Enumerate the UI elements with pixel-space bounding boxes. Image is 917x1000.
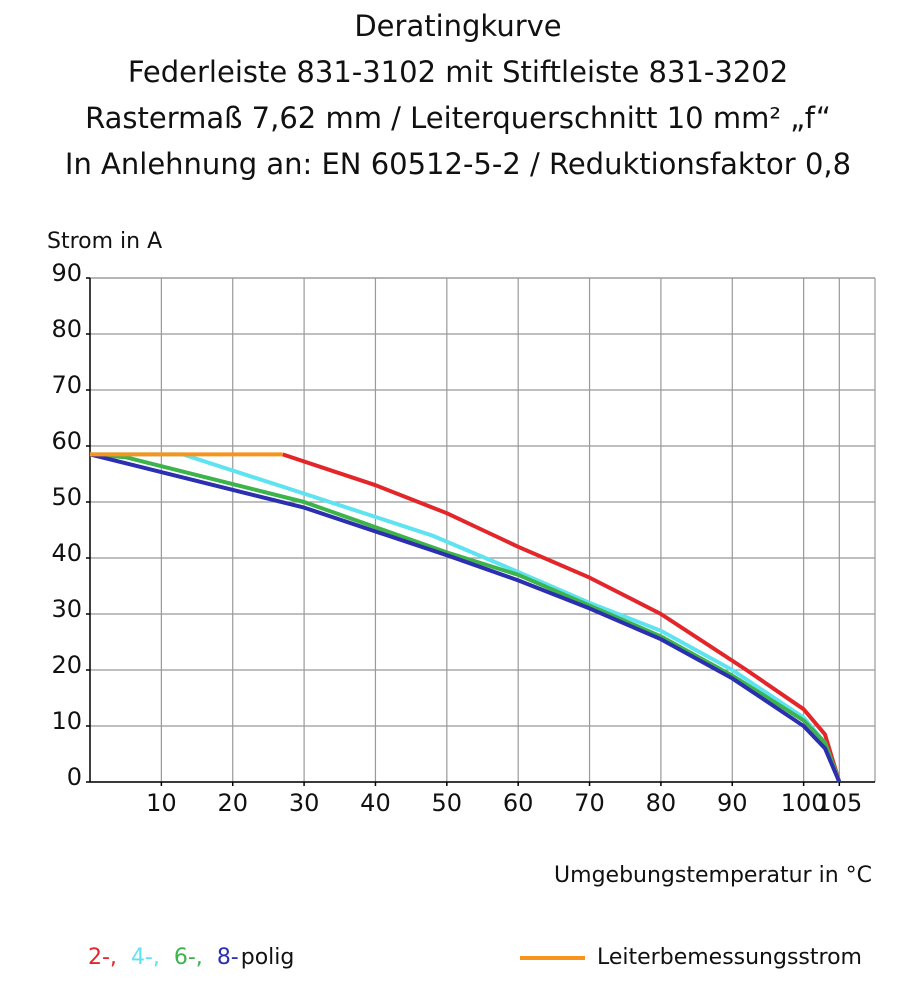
series-line	[90, 452, 842, 783]
series-line	[89, 452, 842, 783]
y-axis-label: Strom in A	[47, 229, 162, 254]
x-tick-label: 90	[717, 789, 748, 817]
chart-title: Deratingkurve	[354, 9, 561, 43]
y-tick-label: 10	[51, 707, 82, 735]
x-tick-label: 60	[503, 789, 534, 817]
x-tick-label: 70	[574, 789, 605, 817]
legend-label: 4-,	[131, 945, 160, 970]
x-tick-label: 10	[146, 789, 177, 817]
legend-label: Leiterbemessungsstrom	[597, 945, 862, 970]
legend-label: 6-,	[174, 945, 203, 970]
y-tick-label: 0	[67, 763, 82, 791]
y-tick-label: 20	[51, 651, 82, 679]
x-tick-label: 20	[217, 789, 248, 817]
y-tick-label: 80	[51, 315, 82, 343]
y-tick-label: 90	[51, 259, 82, 287]
x-axis-label: Umgebungstemperatur in °C	[554, 863, 872, 888]
chart-title: In Anlehnung an: EN 60512-5-2 / Reduktio…	[65, 147, 851, 181]
x-tick-label: 30	[289, 789, 320, 817]
series-line	[282, 452, 842, 783]
y-tick-label: 30	[51, 595, 82, 623]
series-line	[89, 452, 842, 783]
y-tick-label: 40	[51, 539, 82, 567]
chart-title: Rastermaß 7,62 mm / Leiterquerschnitt 10…	[85, 101, 831, 135]
legend-suffix: polig	[241, 945, 295, 970]
y-tick-label: 50	[51, 483, 82, 511]
x-tick-label: 105	[816, 789, 862, 817]
chart-title: Federleiste 831-3102 mit Stiftleiste 831…	[128, 55, 788, 89]
x-tick-label: 100	[781, 789, 827, 817]
y-tick-label: 70	[51, 371, 82, 399]
legend-label: 8-	[217, 945, 239, 970]
x-tick-label: 50	[432, 789, 463, 817]
y-tick-label: 60	[51, 427, 82, 455]
x-tick-label: 80	[646, 789, 677, 817]
legend-label: 2-,	[88, 945, 117, 970]
x-tick-label: 40	[360, 789, 391, 817]
